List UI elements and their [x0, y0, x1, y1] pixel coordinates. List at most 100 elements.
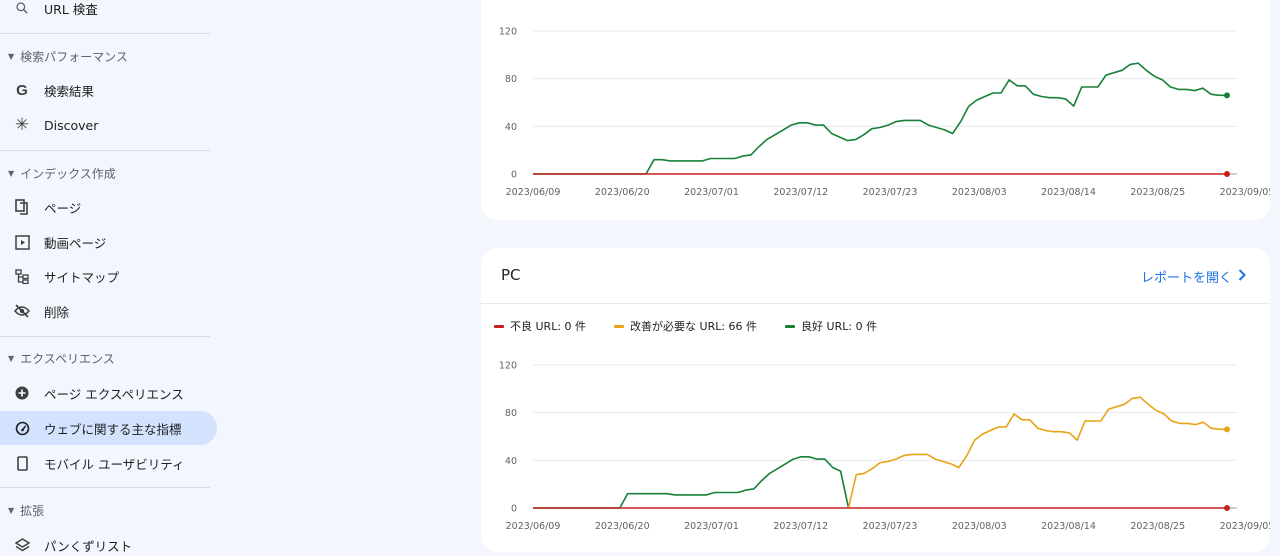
- legend-swatch-poor: [494, 324, 504, 328]
- pages-icon: [13, 198, 31, 216]
- x-tick-label: 2023/08/14: [1041, 187, 1096, 198]
- open-report-label: レポートを開く: [1140, 271, 1232, 286]
- x-tick-label: 2023/07/23: [863, 521, 918, 532]
- sidebar-item-removals[interactable]: 削除: [0, 294, 217, 328]
- y-tick-label: 80: [505, 408, 517, 419]
- section-header-search-performance[interactable]: ▼ 検索パフォーマンス: [0, 44, 210, 68]
- sidebar-item-video-pages[interactable]: 動画ページ: [0, 225, 217, 259]
- x-tick-label: 2023/08/03: [952, 187, 1007, 198]
- section-header-indexing[interactable]: ▼ インデックス作成: [0, 161, 210, 185]
- section-title: 検索パフォーマンス: [20, 49, 128, 64]
- y-tick-label: 120: [499, 27, 517, 38]
- chart-mobile: 0 40 80 120 2023/06/09 2023/06/20 2023/07/01 20…: [499, 27, 1270, 199]
- sidebar-item-breadcrumbs[interactable]: パンくずリスト: [0, 528, 217, 556]
- series-end-marker-needs-improvement: [1224, 426, 1230, 433]
- x-tick-label: 2023/08/25: [1130, 521, 1185, 532]
- sidebar-item-core-web-vitals[interactable]: ウェブに関する主な指標: [0, 411, 217, 445]
- chart-pc: 0 40 80 120 2023/06/09 2023/06/20 2023/07/01 20…: [499, 361, 1270, 533]
- sidebar-item-label: Discover: [44, 117, 99, 133]
- asterisk-icon: ✳: [14, 115, 30, 135]
- y-tick-label: 120: [499, 361, 517, 372]
- x-tick-label: 2023/07/01: [684, 187, 739, 198]
- pc-report-card: PC レポートを開く 不良 URL: 0 件 改善が必要な URL: 66 件 …: [481, 248, 1270, 552]
- series-end-marker-poor: [1224, 505, 1230, 511]
- legend-swatch-needs-improvement: [614, 324, 625, 328]
- series-end-marker-good: [1224, 92, 1230, 99]
- y-tick-label: 80: [505, 74, 517, 85]
- section-title: 拡張: [20, 503, 45, 518]
- legend-label: 不良 URL: 0 件: [510, 320, 587, 333]
- x-tick-label: 2023/06/09: [506, 521, 561, 532]
- legend-label: 良好 URL: 0 件: [801, 320, 878, 333]
- phone-icon: [13, 454, 31, 472]
- series-line-good: [533, 456, 850, 509]
- sidebar-item-label: モバイル ユーザビリティ: [44, 456, 185, 472]
- sidebar-item-label: 検索結果: [44, 83, 95, 99]
- chart-legend: 不良 URL: 0 件 改善が必要な URL: 66 件 良好 URL: 0 件: [494, 318, 877, 334]
- sidebar-item-search-results[interactable]: G 検索結果: [0, 73, 217, 107]
- chevron-right-icon: [1238, 268, 1246, 285]
- sidebar-item-label: 動画ページ: [44, 235, 107, 251]
- card-title: PC: [501, 266, 521, 284]
- sidebar-item-label: 削除: [44, 304, 70, 320]
- x-tick-label: 2023/07/23: [863, 187, 918, 198]
- x-tick-label: 2023/06/20: [595, 521, 650, 532]
- series-line-good: [533, 62, 1227, 175]
- eye-off-icon: [13, 302, 31, 320]
- divider: [0, 33, 210, 34]
- caret-down-icon: ▼: [8, 353, 15, 363]
- section-header-experience[interactable]: ▼ エクスペリエンス: [0, 346, 210, 370]
- sidebar-item-label: URL 検査: [44, 1, 98, 17]
- y-tick-label: 0: [511, 504, 517, 515]
- sidebar-item-discover[interactable]: ✳ Discover: [0, 108, 217, 142]
- section-title: エクスペリエンス: [20, 351, 115, 366]
- legend-swatch-good: [785, 324, 796, 328]
- sitemap-icon: [13, 267, 31, 285]
- sidebar: URL 検査 ▼ 検索パフォーマンス G 検索結果 ✳ Discover ▼ イ…: [0, 0, 232, 556]
- x-tick-label: 2023/07/01: [684, 521, 739, 532]
- caret-down-icon: ▼: [8, 168, 15, 178]
- google-g-icon: G: [16, 81, 28, 99]
- speed-gauge-icon: [13, 419, 31, 437]
- section-header-enhancements[interactable]: ▼ 拡張: [0, 498, 210, 522]
- divider: [0, 150, 210, 151]
- x-tick-label: 2023/09/05: [1220, 187, 1270, 198]
- divider: [481, 303, 1270, 304]
- x-tick-label: 2023/07/12: [773, 187, 828, 198]
- sidebar-item-label: ページ: [44, 200, 82, 216]
- sidebar-item-label: サイトマップ: [44, 269, 120, 285]
- sidebar-item-label: ウェブに関する主な指標: [44, 421, 182, 437]
- x-tick-label: 2023/08/14: [1041, 521, 1096, 532]
- video-page-icon: [13, 233, 31, 251]
- x-tick-label: 2023/07/12: [773, 521, 828, 532]
- divider: [0, 487, 210, 488]
- series-line-needs-improvement: [847, 396, 1227, 509]
- legend-item-good[interactable]: 良好 URL: 0 件: [785, 318, 877, 334]
- sidebar-item-label: パンくずリスト: [44, 538, 133, 554]
- sidebar-item-label: ページ エクスペリエンス: [44, 386, 184, 402]
- x-tick-label: 2023/08/25: [1130, 187, 1185, 198]
- section-title: インデックス作成: [20, 166, 116, 181]
- y-tick-label: 0: [511, 170, 517, 181]
- mobile-report-card: 0 40 80 120 2023/06/09 2023/06/20 2023/07/01 20…: [481, 0, 1270, 220]
- open-report-link[interactable]: レポートを開く: [1141, 267, 1246, 286]
- legend-label: 改善が必要な URL: 66 件: [630, 320, 758, 333]
- sidebar-item-page-experience[interactable]: ページ エクスペリエンス: [0, 376, 217, 410]
- series-end-marker-poor: [1224, 171, 1230, 177]
- x-tick-label: 2023/06/20: [595, 187, 650, 198]
- legend-item-needs-improvement[interactable]: 改善が必要な URL: 66 件: [614, 318, 757, 334]
- caret-down-icon: ▼: [8, 51, 15, 61]
- sidebar-item-pages[interactable]: ページ: [0, 190, 217, 224]
- x-tick-label: 2023/09/05: [1220, 521, 1270, 532]
- sidebar-item-sitemaps[interactable]: サイトマップ: [0, 259, 217, 293]
- y-tick-label: 40: [505, 456, 517, 467]
- layers-icon: [13, 536, 31, 554]
- sidebar-item-url-inspection[interactable]: URL 検査: [0, 0, 217, 25]
- plus-circle-icon: [13, 384, 31, 402]
- x-tick-label: 2023/08/03: [952, 521, 1007, 532]
- sidebar-item-mobile-usability[interactable]: モバイル ユーザビリティ: [0, 446, 217, 480]
- x-tick-label: 2023/06/09: [506, 187, 561, 198]
- divider: [0, 336, 210, 337]
- legend-item-poor[interactable]: 不良 URL: 0 件: [494, 318, 586, 334]
- caret-down-icon: ▼: [8, 505, 15, 515]
